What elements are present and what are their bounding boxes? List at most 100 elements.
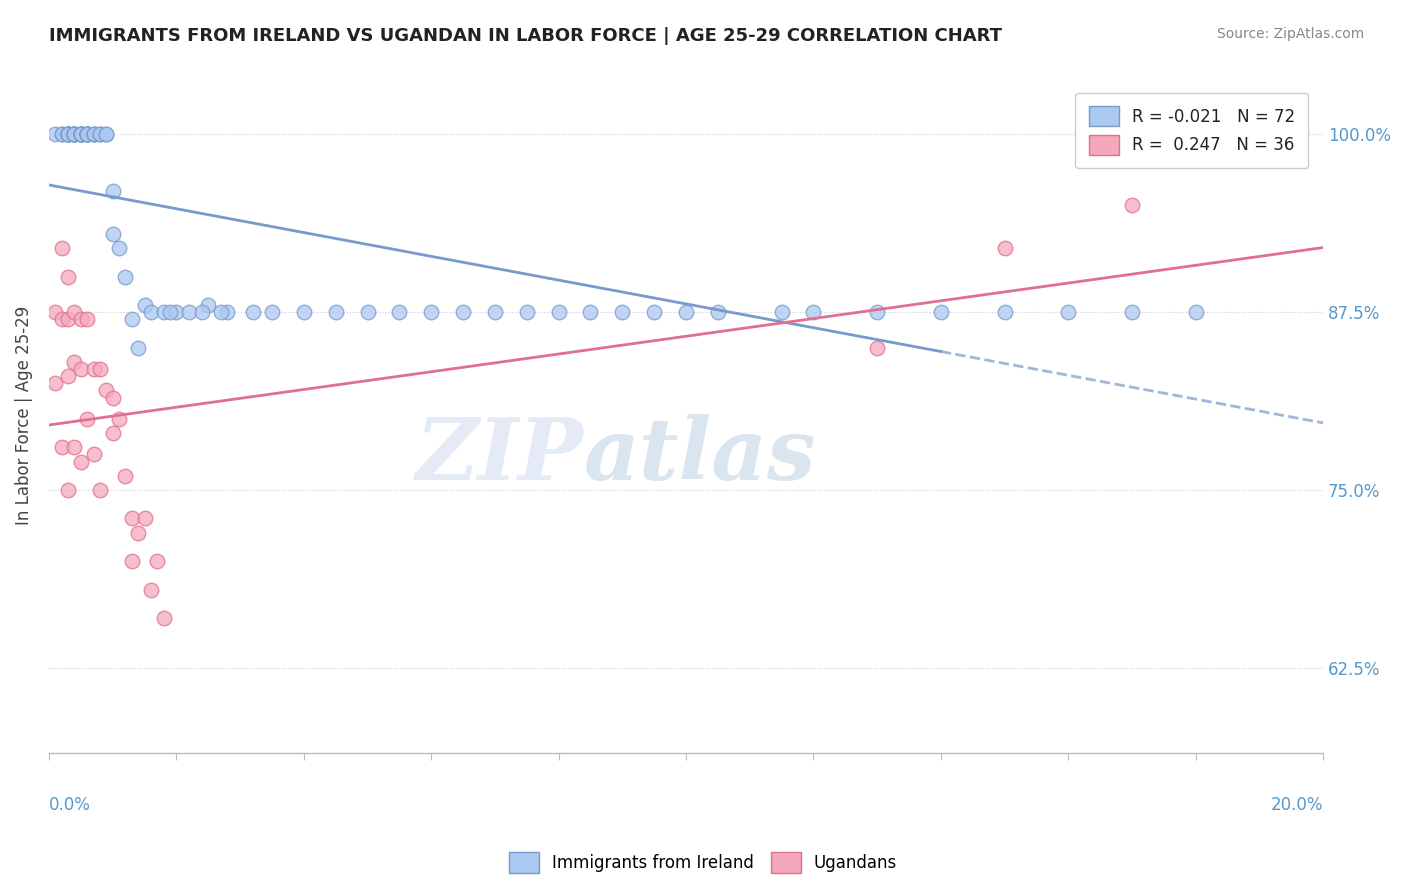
Point (89, 128, 111, 142)
Point (83, 128, 105, 142)
Point (83, 128, 105, 142)
Point (51, 128, 73, 142)
Point (643, 305, 665, 319)
Point (547, 305, 569, 319)
Point (83, 447, 105, 461)
Point (89, 362, 111, 376)
Point (108, 412, 131, 426)
Point (44, 305, 66, 319)
Point (197, 298, 219, 312)
Point (101, 426, 124, 441)
Point (159, 305, 181, 319)
Point (260, 305, 283, 319)
Point (51, 241, 73, 255)
Point (56, 128, 79, 142)
Point (675, 305, 697, 319)
Point (165, 305, 187, 319)
Point (56, 128, 79, 142)
Point (994, 305, 1017, 319)
Text: 0.0%: 0.0% (49, 796, 91, 814)
Point (139, 582, 162, 597)
Point (63, 440, 86, 454)
Point (217, 305, 239, 319)
Point (63, 355, 86, 369)
Point (76, 128, 98, 142)
Point (76, 128, 98, 142)
Point (484, 305, 506, 319)
Point (325, 305, 347, 319)
Point (134, 298, 156, 312)
Point (929, 305, 952, 319)
Point (51, 312, 73, 326)
Point (51, 128, 73, 142)
Point (994, 241, 1017, 255)
Point (63, 128, 86, 142)
Point (108, 241, 131, 255)
Point (63, 128, 86, 142)
Point (69, 454, 91, 468)
Point (420, 305, 443, 319)
Point (56, 128, 79, 142)
Point (612, 305, 634, 319)
Point (114, 468, 136, 483)
Point (1121, 305, 1143, 319)
Legend: R = -0.021   N = 72, R =  0.247   N = 36: R = -0.021 N = 72, R = 0.247 N = 36 (1076, 93, 1309, 169)
Point (179, 305, 201, 319)
Point (44, 376, 66, 391)
Point (56, 269, 79, 284)
Point (579, 305, 602, 319)
Point (83, 128, 105, 142)
Point (866, 305, 889, 319)
Point (191, 305, 214, 319)
Point (89, 128, 111, 142)
Point (56, 128, 79, 142)
Point (866, 341, 889, 355)
Text: atlas: atlas (583, 414, 817, 498)
Point (139, 305, 162, 319)
Point (152, 611, 174, 625)
Point (69, 312, 91, 326)
Text: Source: ZipAtlas.com: Source: ZipAtlas.com (1216, 27, 1364, 41)
Point (121, 312, 143, 326)
Point (69, 362, 91, 376)
Point (356, 305, 378, 319)
Point (127, 341, 149, 355)
Point (114, 269, 136, 284)
Point (56, 128, 79, 142)
Point (146, 554, 169, 568)
Point (127, 525, 149, 540)
Point (83, 362, 105, 376)
Point (101, 391, 124, 405)
Point (1057, 305, 1080, 319)
Point (121, 554, 143, 568)
Point (44, 128, 66, 142)
Point (63, 128, 86, 142)
Point (76, 312, 98, 326)
Point (292, 305, 315, 319)
Point (63, 128, 86, 142)
Point (101, 184, 124, 198)
Point (51, 440, 73, 454)
Point (134, 511, 156, 525)
Point (56, 312, 79, 326)
Point (96, 128, 118, 142)
Point (63, 305, 86, 319)
Point (101, 227, 124, 241)
Point (1121, 198, 1143, 212)
Point (96, 384, 118, 398)
Point (76, 128, 98, 142)
Legend: Immigrants from Ireland, Ugandans: Immigrants from Ireland, Ugandans (502, 846, 904, 880)
Point (803, 305, 825, 319)
Point (56, 128, 79, 142)
Point (76, 128, 98, 142)
Point (707, 305, 730, 319)
Point (69, 128, 91, 142)
Point (89, 483, 111, 497)
Point (69, 128, 91, 142)
Point (451, 305, 474, 319)
Point (96, 128, 118, 142)
Point (1184, 305, 1206, 319)
Point (69, 128, 91, 142)
Text: ZIP: ZIP (416, 414, 583, 498)
Point (121, 511, 143, 525)
